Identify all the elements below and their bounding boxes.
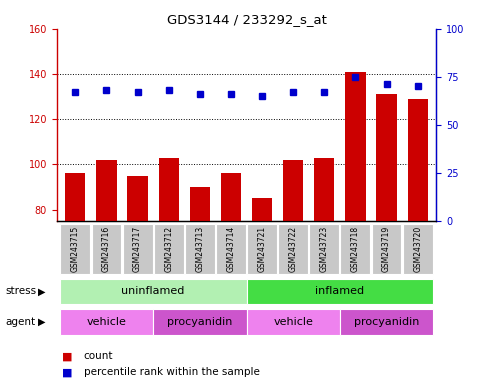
Text: GSM243716: GSM243716 bbox=[102, 225, 111, 272]
FancyBboxPatch shape bbox=[278, 224, 308, 273]
Bar bbox=[345, 72, 365, 221]
Bar bbox=[128, 175, 148, 221]
Text: GSM243722: GSM243722 bbox=[289, 225, 298, 272]
FancyBboxPatch shape bbox=[123, 224, 152, 273]
Text: stress: stress bbox=[5, 286, 36, 296]
Text: count: count bbox=[84, 351, 113, 361]
Text: percentile rank within the sample: percentile rank within the sample bbox=[84, 367, 260, 377]
Text: ▶: ▶ bbox=[38, 286, 46, 296]
Text: ■: ■ bbox=[62, 367, 72, 377]
Text: ▶: ▶ bbox=[38, 317, 46, 327]
Text: GSM243717: GSM243717 bbox=[133, 225, 142, 272]
Text: vehicle: vehicle bbox=[87, 317, 126, 327]
Bar bbox=[408, 99, 428, 221]
FancyBboxPatch shape bbox=[341, 224, 370, 273]
FancyBboxPatch shape bbox=[372, 224, 401, 273]
Text: ■: ■ bbox=[62, 351, 72, 361]
Text: GSM243720: GSM243720 bbox=[413, 225, 422, 272]
Text: vehicle: vehicle bbox=[273, 317, 313, 327]
Bar bbox=[377, 94, 397, 221]
Bar bbox=[190, 187, 210, 221]
Text: uninflamed: uninflamed bbox=[121, 286, 185, 296]
Text: GSM243718: GSM243718 bbox=[351, 225, 360, 272]
FancyBboxPatch shape bbox=[153, 310, 246, 335]
Bar bbox=[252, 198, 272, 221]
FancyBboxPatch shape bbox=[340, 310, 433, 335]
FancyBboxPatch shape bbox=[216, 224, 246, 273]
FancyBboxPatch shape bbox=[185, 224, 215, 273]
Text: procyanidin: procyanidin bbox=[167, 317, 233, 327]
FancyBboxPatch shape bbox=[61, 224, 90, 273]
Text: GSM243712: GSM243712 bbox=[164, 225, 173, 272]
Bar bbox=[96, 160, 116, 221]
Text: agent: agent bbox=[5, 317, 35, 327]
Bar bbox=[221, 173, 241, 221]
Text: GSM243719: GSM243719 bbox=[382, 225, 391, 272]
FancyBboxPatch shape bbox=[246, 310, 340, 335]
Bar bbox=[314, 157, 334, 221]
FancyBboxPatch shape bbox=[92, 224, 121, 273]
FancyBboxPatch shape bbox=[60, 310, 153, 335]
FancyBboxPatch shape bbox=[309, 224, 339, 273]
FancyBboxPatch shape bbox=[246, 279, 433, 304]
Text: GSM243714: GSM243714 bbox=[226, 225, 236, 272]
Bar bbox=[159, 157, 179, 221]
Text: GSM243715: GSM243715 bbox=[71, 225, 80, 272]
Text: GSM243713: GSM243713 bbox=[195, 225, 204, 272]
Bar bbox=[65, 173, 85, 221]
Text: procyanidin: procyanidin bbox=[354, 317, 419, 327]
FancyBboxPatch shape bbox=[154, 224, 184, 273]
FancyBboxPatch shape bbox=[60, 279, 246, 304]
Bar bbox=[283, 160, 303, 221]
Text: GSM243721: GSM243721 bbox=[257, 225, 267, 272]
FancyBboxPatch shape bbox=[247, 224, 277, 273]
Text: GSM243723: GSM243723 bbox=[320, 225, 329, 272]
Text: GDS3144 / 233292_s_at: GDS3144 / 233292_s_at bbox=[167, 13, 326, 26]
Text: inflamed: inflamed bbox=[316, 286, 364, 296]
FancyBboxPatch shape bbox=[403, 224, 432, 273]
